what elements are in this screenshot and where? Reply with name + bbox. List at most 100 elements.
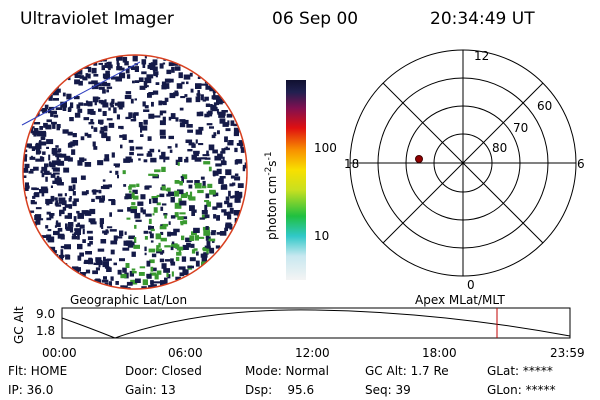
speckle <box>151 253 157 258</box>
speckle <box>184 159 189 163</box>
speckle <box>182 269 189 275</box>
speckle <box>240 266 247 270</box>
speckle <box>221 209 227 213</box>
speckle <box>45 82 49 88</box>
speckle <box>65 254 71 260</box>
speckle <box>110 240 118 245</box>
speckle <box>150 226 154 230</box>
speckle <box>69 196 72 200</box>
speckle <box>167 231 171 237</box>
speckle <box>68 197 72 202</box>
speckle <box>224 200 230 205</box>
speckle <box>179 119 186 122</box>
speckle <box>200 157 207 160</box>
speckle <box>64 244 71 250</box>
speckle <box>246 244 247 248</box>
speckle <box>144 77 152 84</box>
speckle <box>26 143 32 148</box>
speckle <box>116 62 120 68</box>
timeline-title: Geographic Lat/Lon <box>70 293 187 307</box>
speckle <box>44 79 50 82</box>
speckle <box>39 109 47 112</box>
speckle <box>94 55 98 62</box>
speckle <box>30 247 34 254</box>
speckle <box>37 262 41 268</box>
speckle <box>32 76 37 81</box>
speckle <box>206 123 213 126</box>
speckle <box>26 268 33 274</box>
speckle <box>119 258 125 262</box>
speckle <box>108 199 116 202</box>
speckle <box>143 159 148 163</box>
speckle <box>43 64 50 68</box>
speckle <box>193 153 197 160</box>
speckle <box>54 178 57 182</box>
speckle <box>50 246 56 252</box>
speckle <box>204 266 211 271</box>
speckle <box>75 224 79 228</box>
speckle <box>181 216 188 220</box>
speckle <box>223 88 227 91</box>
speckle <box>160 206 164 211</box>
speckle <box>224 268 231 272</box>
speckle <box>43 82 48 87</box>
speckle <box>87 243 91 247</box>
speckle <box>158 149 161 153</box>
speckle <box>210 75 216 79</box>
speckle <box>34 192 40 198</box>
speckle <box>119 72 126 79</box>
speckle <box>207 183 213 188</box>
speckle <box>135 146 143 150</box>
speckle <box>204 157 211 160</box>
speckle <box>224 227 228 232</box>
speckle <box>187 149 193 152</box>
speckle <box>77 255 82 261</box>
speckle <box>224 136 228 143</box>
speckle <box>146 260 151 267</box>
speckle <box>108 61 112 66</box>
speckle <box>86 190 89 195</box>
speckle <box>157 287 161 289</box>
speckle <box>41 172 45 178</box>
speckle <box>79 75 84 79</box>
speckle <box>161 166 166 172</box>
speckle <box>237 273 241 278</box>
title: Ultraviolet Imager <box>20 9 174 29</box>
speckle <box>216 98 223 105</box>
speckle <box>77 69 83 75</box>
mlt-label: 6 <box>577 157 585 171</box>
speckle <box>109 212 112 217</box>
speckle <box>161 81 167 87</box>
speckle <box>154 169 161 173</box>
speckle <box>161 263 167 269</box>
unit-exp: -2 <box>264 167 274 176</box>
speckle <box>38 75 42 81</box>
speckle <box>102 184 110 190</box>
speckle <box>25 82 29 86</box>
speckle <box>55 222 61 227</box>
speckle <box>163 213 168 216</box>
speckle <box>236 199 239 203</box>
speckle <box>189 235 194 241</box>
speckle <box>24 105 29 111</box>
speckle <box>213 91 216 97</box>
speckle <box>244 243 247 249</box>
speckle <box>53 98 59 101</box>
speckle <box>84 283 90 287</box>
speckle <box>214 254 221 260</box>
speckle <box>106 89 109 93</box>
speckle <box>52 167 60 172</box>
speckle <box>236 71 241 77</box>
speckle <box>32 110 37 117</box>
speckle <box>108 107 111 111</box>
speckle <box>28 101 33 107</box>
speckle <box>80 136 85 141</box>
speckle <box>217 271 222 276</box>
speckle <box>237 94 241 99</box>
speckle <box>192 286 195 289</box>
speckle <box>229 207 234 214</box>
status-field: GLon: ***** <box>487 383 556 397</box>
speckle <box>66 93 72 100</box>
speckle <box>95 267 100 271</box>
